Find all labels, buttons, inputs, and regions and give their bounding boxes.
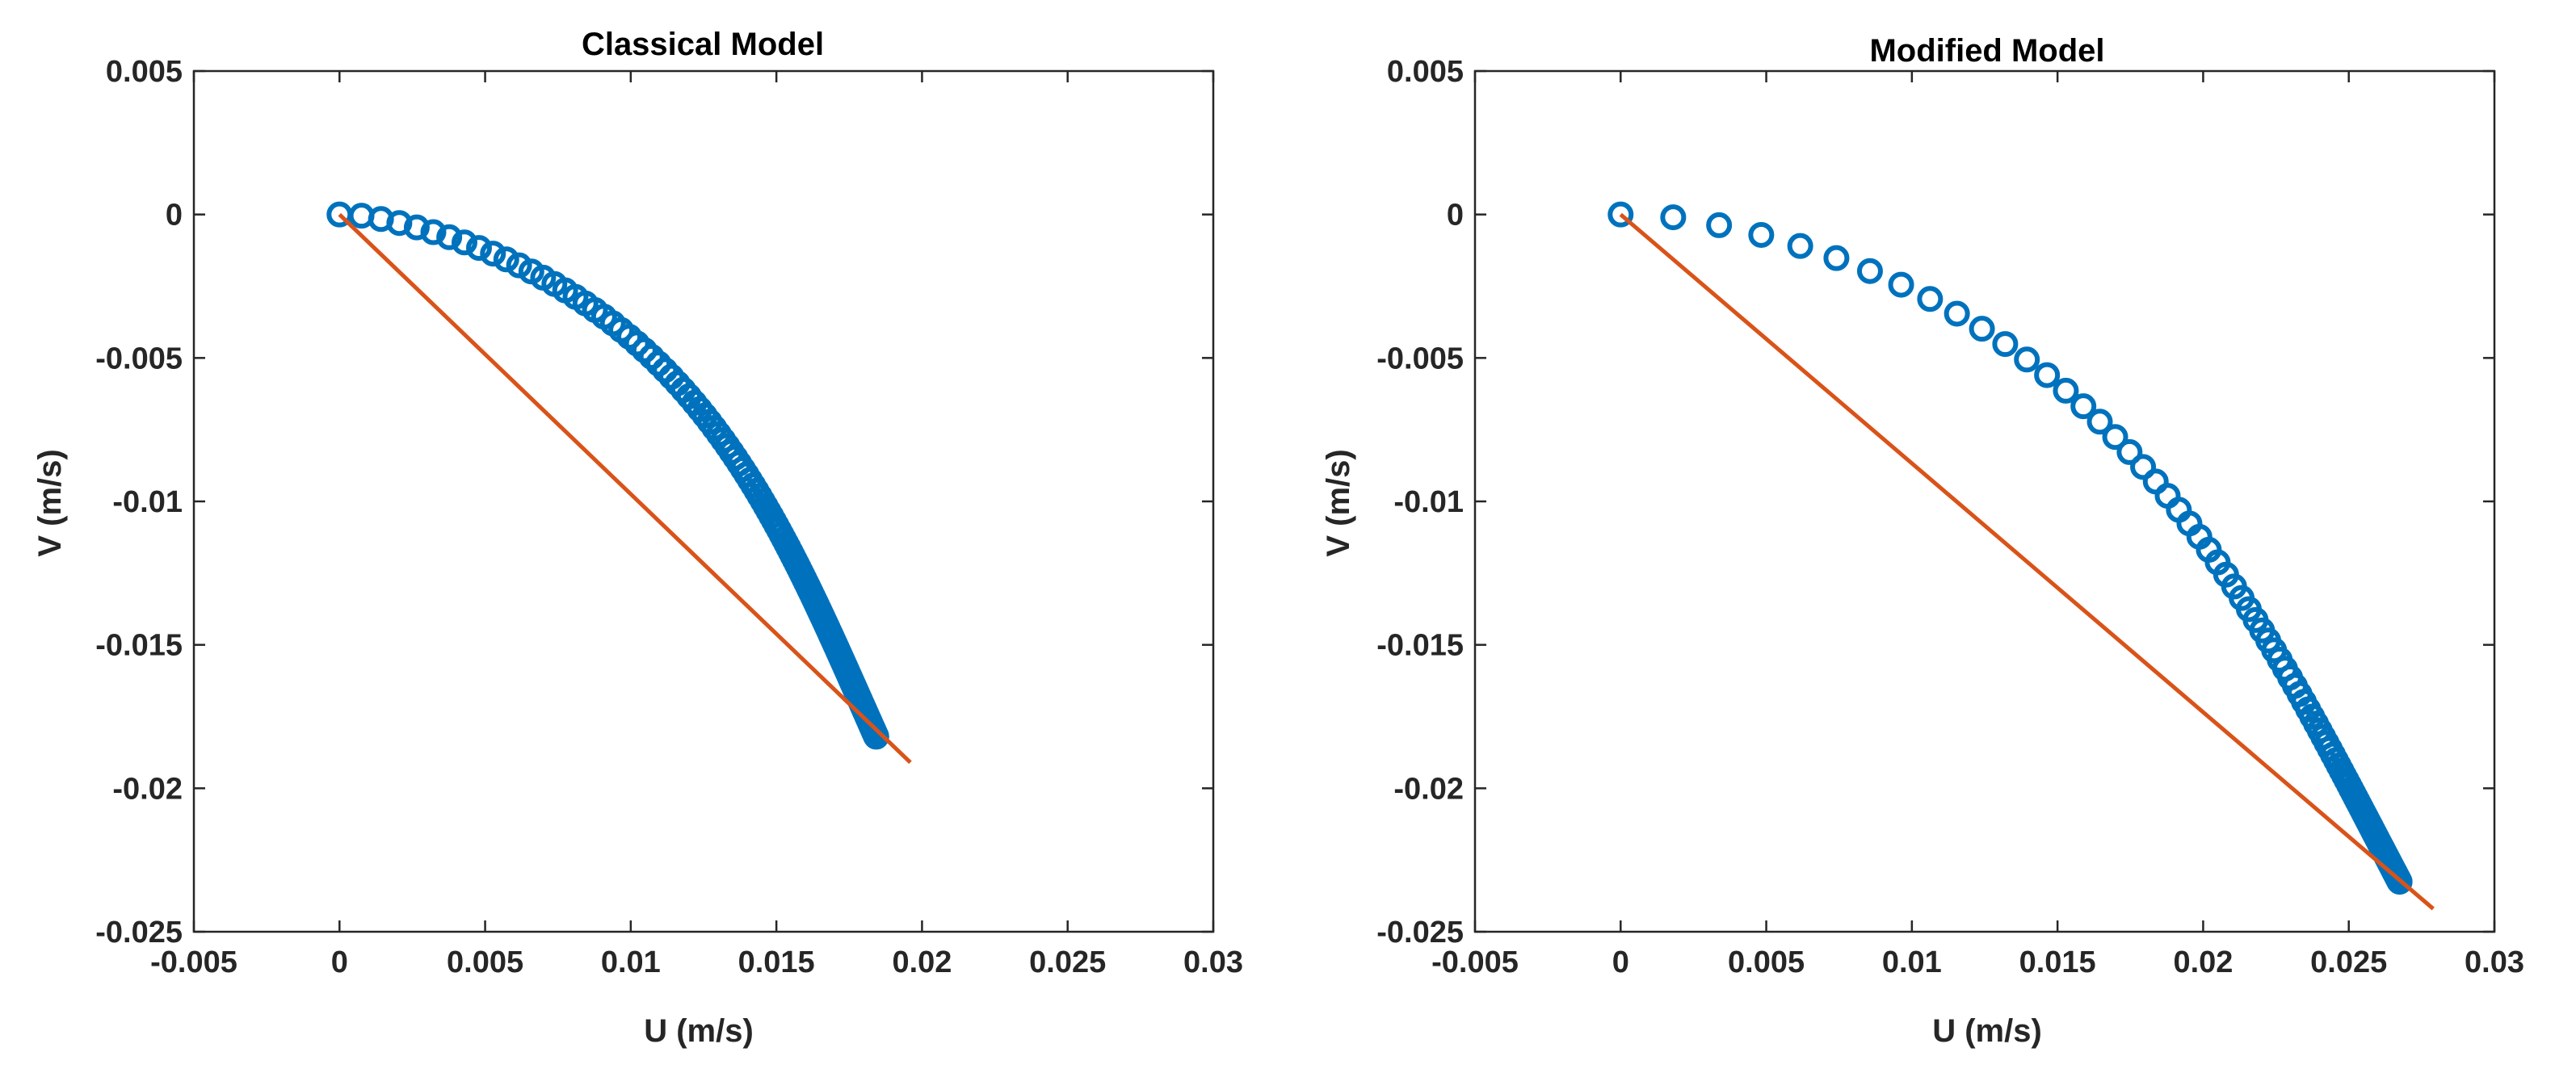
data-point	[2070, 393, 2097, 420]
y-tick-label: -0.015	[1376, 629, 1464, 663]
y-tick-label: -0.005	[95, 342, 183, 375]
data-point	[2386, 869, 2413, 895]
data-point	[480, 241, 506, 267]
x-tick-label: -0.005	[1431, 945, 1519, 979]
x-tick-label: 0.01	[601, 945, 661, 979]
data-point	[2034, 362, 2061, 388]
data-point	[1856, 258, 1883, 284]
y-tick-label: -0.015	[95, 629, 183, 663]
data-point	[1917, 286, 1944, 312]
data-point	[2053, 377, 2079, 404]
x-axis-label: U (m/s)	[1932, 1013, 2042, 1049]
x-tick-label: 0.025	[1029, 945, 1106, 979]
hodograph-series	[1607, 201, 2413, 895]
data-point	[2116, 438, 2143, 465]
x-axis-label: U (m/s)	[644, 1013, 754, 1049]
x-tick-label: 0.025	[2310, 945, 2387, 979]
data-point	[506, 252, 532, 279]
y-tick-label: 0	[1447, 199, 1464, 233]
y-tick-label: 0	[166, 199, 183, 233]
y-tick-label: -0.005	[1376, 342, 1464, 375]
y-tick-label: -0.025	[1376, 916, 1464, 950]
x-tick-label: 0.02	[2173, 945, 2233, 979]
data-point	[1787, 233, 1813, 259]
x-tick-label: 0.03	[1183, 945, 1243, 979]
y-tick-label: -0.01	[1393, 485, 1464, 519]
y-tick-label: -0.02	[1393, 772, 1464, 806]
data-point	[2130, 454, 2157, 480]
x-tick-label: 0.03	[2465, 945, 2524, 979]
data-point	[1888, 271, 1914, 298]
data-point	[1660, 204, 1687, 231]
axes-box	[192, 69, 1215, 933]
y-axis-label: V (m/s)	[32, 449, 68, 556]
data-point	[420, 219, 447, 245]
y-tick-label: 0.005	[1387, 55, 1464, 89]
plot-area: -0.005 0 0.005 0.01 0.015 0.02 0.025 0.03 0.005 0…	[1376, 55, 2524, 979]
plot-area: -0.005 0 0.005 0.01 0.015 0.02 0.025 0.03 0.005 0…	[95, 55, 1243, 979]
hodograph-series	[326, 201, 889, 750]
data-point	[631, 337, 658, 363]
data-point	[436, 224, 463, 250]
data-point	[1748, 221, 1775, 248]
data-point	[465, 235, 492, 262]
data-point	[645, 350, 672, 377]
data-point	[1706, 212, 1733, 238]
x-tick-label: 0.01	[1882, 945, 1942, 979]
y-tick-label: -0.01	[112, 485, 183, 519]
axes-box	[1473, 69, 2496, 933]
data-point	[2014, 346, 2040, 373]
resultant-vector-line	[338, 212, 912, 765]
data-point	[493, 246, 519, 273]
data-point	[1607, 201, 1634, 228]
y-tick-label: 0.005	[106, 55, 183, 89]
data-point	[1823, 245, 1850, 271]
data-point	[1992, 331, 2019, 358]
data-point	[638, 343, 665, 370]
data-point	[451, 229, 477, 256]
x-tick-label: 0	[1612, 945, 1629, 979]
y-axis-label: V (m/s)	[1321, 449, 1356, 556]
x-tick-label: 0.005	[1728, 945, 1805, 979]
data-point	[1944, 300, 1970, 327]
classical-model-panel: Classical Model U (m/s) V (m/s) -0.005 0 0…	[32, 27, 1243, 1049]
y-tick-label: -0.02	[112, 772, 183, 806]
data-point	[1969, 316, 1995, 342]
x-tick-label: 0.015	[738, 945, 815, 979]
x-tick-label: 0.02	[892, 945, 952, 979]
x-tick-label: 0	[331, 945, 348, 979]
data-point	[2102, 424, 2128, 451]
chart-title: Modified Model	[1869, 33, 2104, 69]
data-point	[2154, 483, 2181, 509]
chart-title: Classical Model	[582, 27, 824, 62]
x-tick-label: -0.005	[150, 945, 237, 979]
y-tick-label: -0.025	[95, 916, 183, 950]
data-point	[863, 723, 889, 750]
x-tick-label: 0.005	[447, 945, 523, 979]
modified-model-panel: Modified Model U (m/s) V (m/s) -0.005 0 0.…	[1321, 33, 2524, 1049]
resultant-vector-line	[1619, 212, 2435, 911]
data-point	[2086, 409, 2113, 435]
x-tick-label: 0.015	[2019, 945, 2096, 979]
data-point	[403, 214, 430, 241]
